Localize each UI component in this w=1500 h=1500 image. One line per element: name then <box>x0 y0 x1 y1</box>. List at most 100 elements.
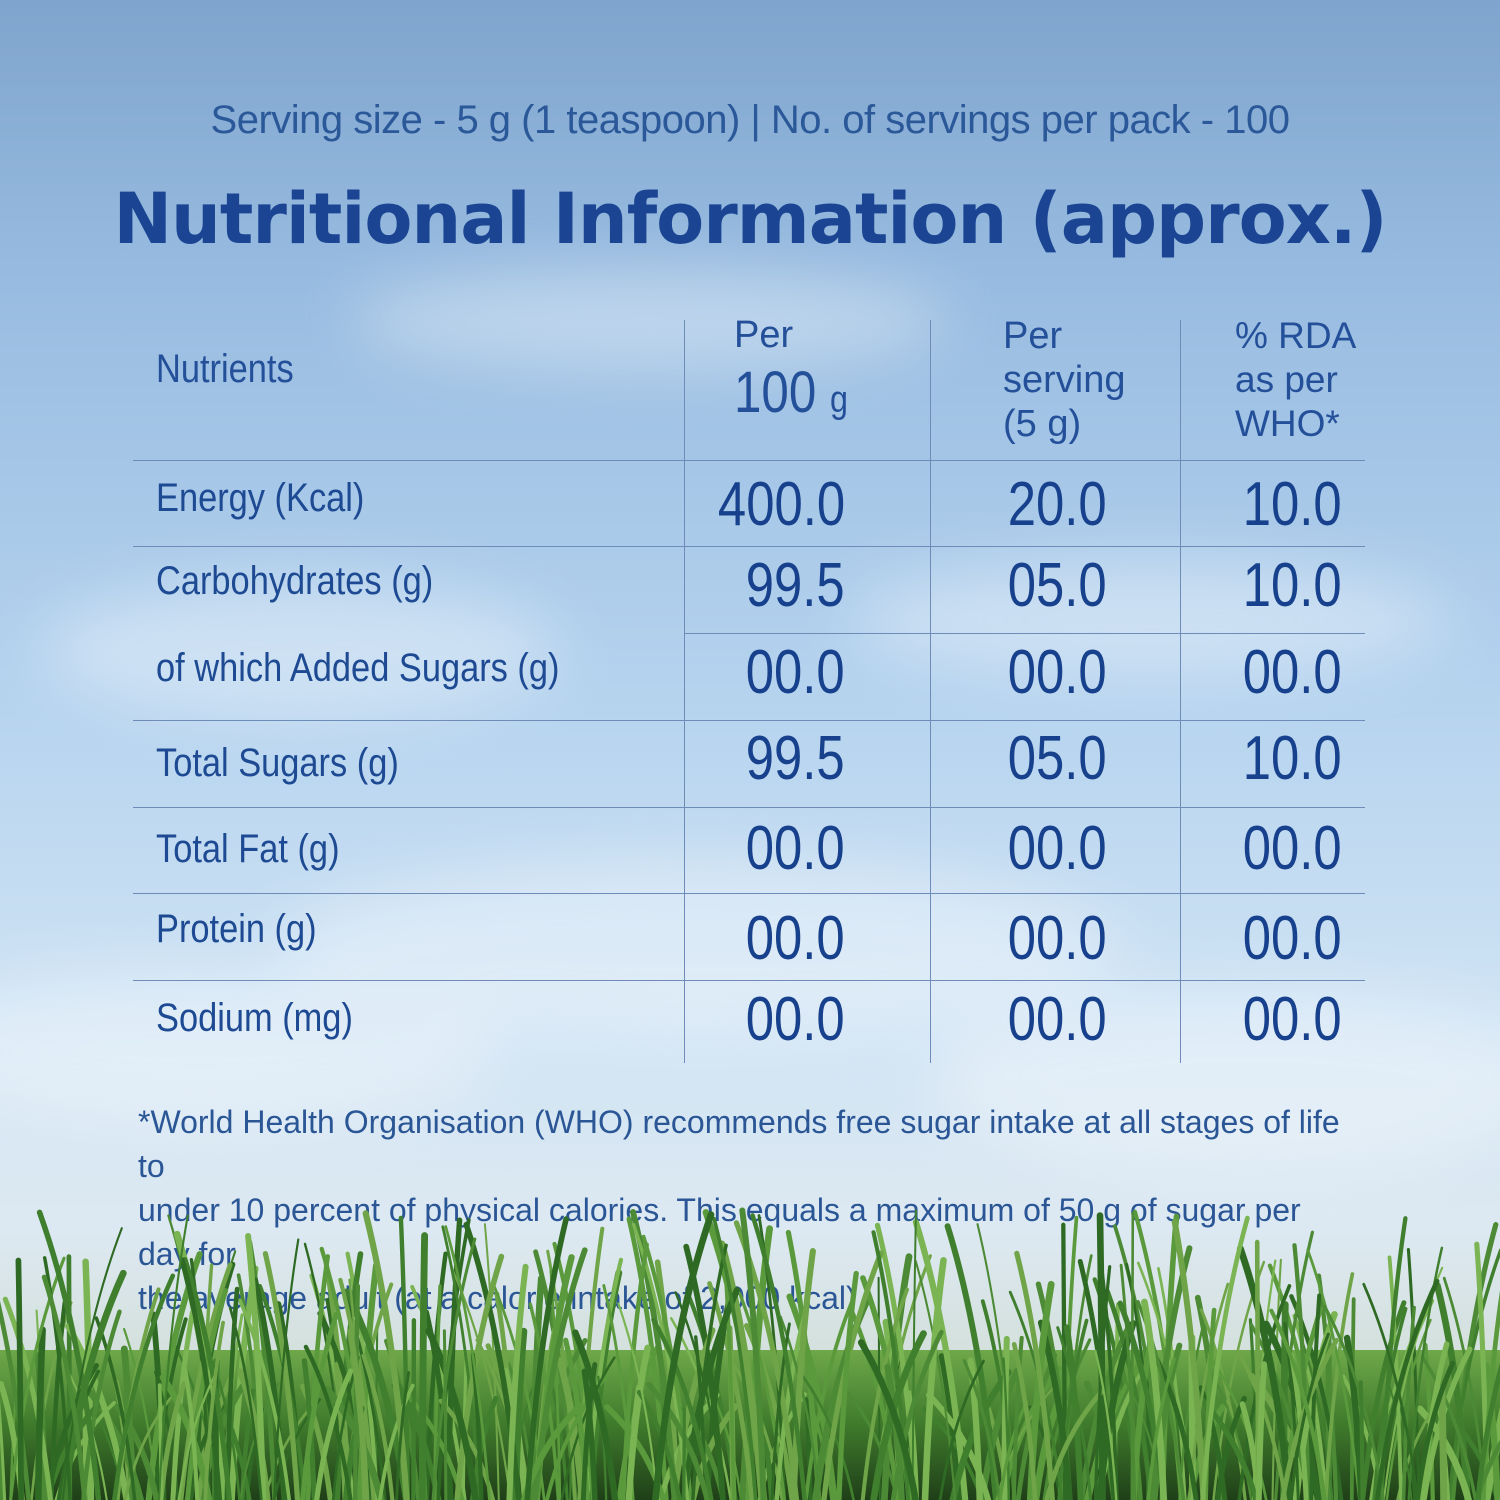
grass-blade <box>1475 1363 1500 1500</box>
value-per-100g: 00.0 <box>746 814 845 883</box>
grass-blade <box>1236 1245 1294 1500</box>
grass-blade <box>0 1399 7 1500</box>
grass-blade <box>998 1400 1029 1500</box>
grass-blade <box>185 1288 229 1500</box>
grass-blade <box>252 1277 287 1500</box>
grass-blade <box>506 1263 529 1500</box>
grass-blade <box>1193 1391 1259 1500</box>
grass-blade <box>395 1371 411 1500</box>
grass-blade <box>1014 1250 1055 1500</box>
header-rda-line: WHO* <box>1235 403 1340 444</box>
grass-blade <box>1044 1388 1105 1500</box>
value-per-serving: 05.0 <box>1008 551 1107 620</box>
grass-blade <box>347 1328 370 1500</box>
sugarcane-field-image <box>0 1207 1500 1500</box>
grass-blade <box>1269 1308 1327 1500</box>
grass-blade <box>1104 1288 1154 1500</box>
grass-blade <box>908 1390 920 1500</box>
grass-blade <box>411 1318 417 1500</box>
grass-blade <box>228 1306 263 1500</box>
value-rda: 00.0 <box>1243 985 1342 1054</box>
value-rda: 00.0 <box>1243 814 1342 883</box>
header-per-100g-top: Per <box>734 314 794 356</box>
grass-blade <box>790 1248 816 1500</box>
grass-blade <box>463 1221 522 1500</box>
grass-blade <box>203 1320 225 1500</box>
grass-blade <box>273 1238 300 1500</box>
grass-blade <box>36 1209 102 1500</box>
grass-blade <box>718 1240 766 1500</box>
grass-blade <box>620 1242 649 1500</box>
row-label-energy: Energy (Kcal) <box>156 476 365 520</box>
grass-blade <box>1200 1215 1250 1500</box>
header-rda: % RDA as per WHO* <box>1235 314 1356 446</box>
grass-blade <box>712 1216 758 1500</box>
row-divider <box>133 980 1365 981</box>
grass-blade <box>431 1237 477 1500</box>
grass-blade <box>921 1257 947 1500</box>
grass-blade <box>857 1339 919 1500</box>
column-divider <box>684 320 685 1063</box>
column-divider <box>930 320 931 1063</box>
grass-blade <box>1358 1380 1365 1500</box>
grass-blade <box>81 1309 122 1500</box>
page-title: Nutritional Information (approx.) <box>113 178 1387 260</box>
grass-blade <box>444 1225 491 1500</box>
grass-blade <box>61 1227 123 1500</box>
footnote-line: *World Health Organisation (WHO) recomme… <box>138 1104 1340 1184</box>
grass-blade <box>560 1356 616 1500</box>
row-label-total-fat: Total Fat (g) <box>156 827 340 871</box>
serving-size-line: Serving size - 5 g (1 teaspoon) | No. of… <box>210 98 1290 142</box>
grass-blade <box>1094 1349 1118 1500</box>
grass-blade <box>1484 1423 1500 1500</box>
grass-blade <box>1420 1355 1478 1500</box>
value-per-serving: 20.0 <box>1008 470 1107 539</box>
value-per-serving: 00.0 <box>1008 904 1107 973</box>
grass-blade <box>1146 1357 1176 1500</box>
value-per-100g: 00.0 <box>746 904 845 973</box>
grass-blade <box>15 1257 24 1500</box>
grass-blade <box>262 1251 301 1500</box>
grass-blade <box>1387 1255 1403 1500</box>
grass-blade <box>967 1357 983 1500</box>
grass-blade <box>786 1293 838 1500</box>
grass-blade <box>785 1229 822 1500</box>
grass-blade <box>572 1329 619 1500</box>
grass-blade <box>1316 1273 1339 1500</box>
grass-blade <box>418 1232 429 1500</box>
grass-blade <box>617 1302 659 1500</box>
row-label-total-sugars: Total Sugars (g) <box>156 741 399 785</box>
grass-blade <box>938 1359 985 1500</box>
grass-blade <box>0 1301 32 1500</box>
grass-blade <box>1323 1272 1355 1500</box>
grass-blade <box>362 1210 410 1500</box>
row-label-added-sugars: of which Added Sugars (g) <box>156 646 560 690</box>
grass-blade <box>398 1215 410 1500</box>
header-per-serving-line: (5 g) <box>1003 403 1082 445</box>
grass-blade <box>238 1298 292 1500</box>
row-label-sodium: Sodium (mg) <box>156 996 353 1040</box>
grass-blade <box>1198 1385 1228 1500</box>
grass-blade <box>1100 1271 1119 1500</box>
grass-blade <box>1374 1278 1440 1500</box>
header-nutrients: Nutrients <box>156 347 294 391</box>
value-rda: 10.0 <box>1243 470 1342 539</box>
grass-blade <box>1480 1290 1500 1500</box>
grass-blade <box>1483 1362 1500 1500</box>
grass-blade <box>35 1326 46 1500</box>
grass-blade <box>1171 1219 1207 1500</box>
grass-blade <box>1119 1263 1137 1500</box>
grass-blade <box>300 1311 339 1500</box>
grass-blade <box>739 1207 767 1500</box>
grass-blade <box>651 1317 714 1500</box>
grass-blade <box>750 1213 807 1500</box>
value-per-serving: 00.0 <box>1008 638 1107 707</box>
grass-blade <box>42 1256 72 1500</box>
value-rda: 00.0 <box>1243 638 1342 707</box>
grass-blade <box>1057 1318 1089 1500</box>
grass-blade <box>1292 1243 1311 1500</box>
grass-blade <box>1360 1300 1407 1500</box>
grass-blade <box>1283 1322 1300 1500</box>
grass-blade <box>79 1380 145 1500</box>
header-per-100g-value: 100 <box>734 360 817 425</box>
